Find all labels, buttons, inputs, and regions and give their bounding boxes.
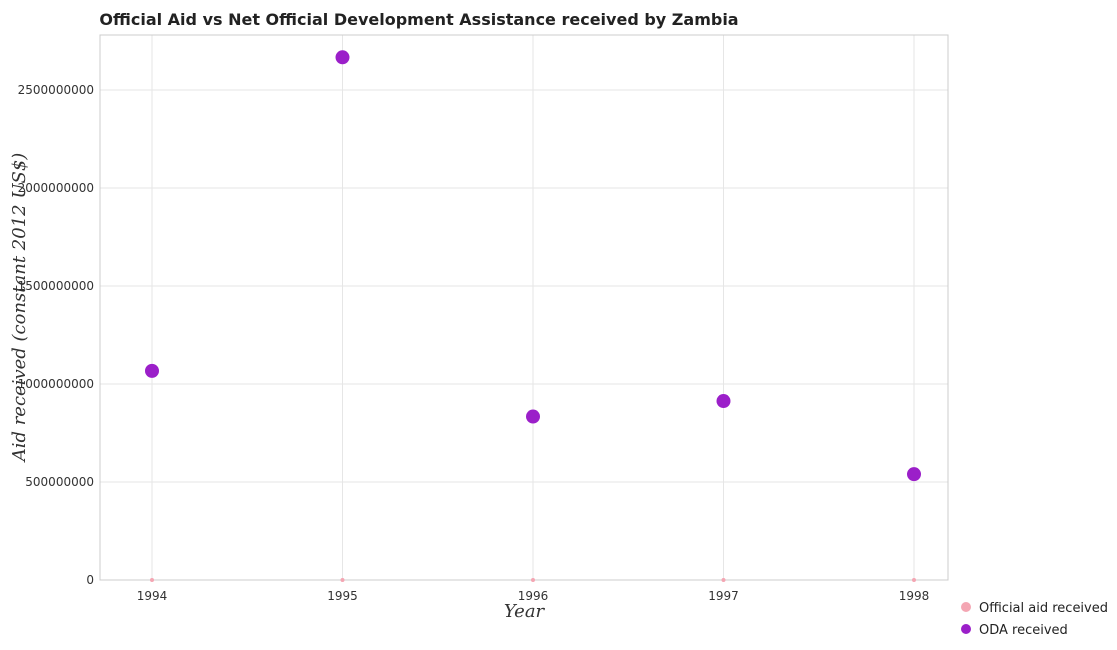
data-points <box>145 50 921 582</box>
legend-label-oda: ODA received <box>979 623 1068 638</box>
plot-frame <box>99 34 949 581</box>
point-official-aid <box>721 578 726 582</box>
legend-label-official-aid: Official aid received <box>979 601 1108 616</box>
x-tick-label: 1997 <box>708 589 739 603</box>
point-oda <box>335 50 350 65</box>
x-axis: 1994 1995 1996 1997 1998 <box>137 589 930 603</box>
y-axis: 0 500000000 1000000000 1500000000 2000000000… <box>18 83 94 587</box>
y-tick-label: 2000000000 <box>18 181 94 195</box>
legend-marker-oda <box>961 624 971 634</box>
y-axis-label: Aid received (constant 2012 US$) <box>9 153 30 464</box>
legend: Official aid received ODA received <box>961 601 1108 638</box>
x-tick-label: 1998 <box>899 589 930 603</box>
point-oda <box>145 363 159 378</box>
y-tick-label: 1000000000 <box>18 377 94 391</box>
y-tick-label: 0 <box>86 573 94 587</box>
point-oda <box>907 467 921 482</box>
x-axis-label: Year <box>504 601 546 622</box>
point-oda <box>716 394 731 409</box>
legend-marker-official-aid <box>961 602 971 612</box>
y-tick-label: 500000000 <box>25 475 94 489</box>
point-oda <box>526 409 540 424</box>
y-tick-label: 1500000000 <box>18 279 94 293</box>
x-tick-label: 1994 <box>137 589 168 603</box>
grid <box>100 35 948 581</box>
x-tick-label: 1995 <box>327 589 358 603</box>
chart-title: Official Aid vs Net Official Development… <box>99 10 738 29</box>
point-official-aid <box>150 578 154 582</box>
x-tick-label: 1996 <box>518 589 549 603</box>
point-official-aid <box>912 578 916 582</box>
y-tick-label: 2500000000 <box>18 83 94 97</box>
point-official-aid <box>531 578 535 582</box>
point-official-aid <box>340 578 345 582</box>
